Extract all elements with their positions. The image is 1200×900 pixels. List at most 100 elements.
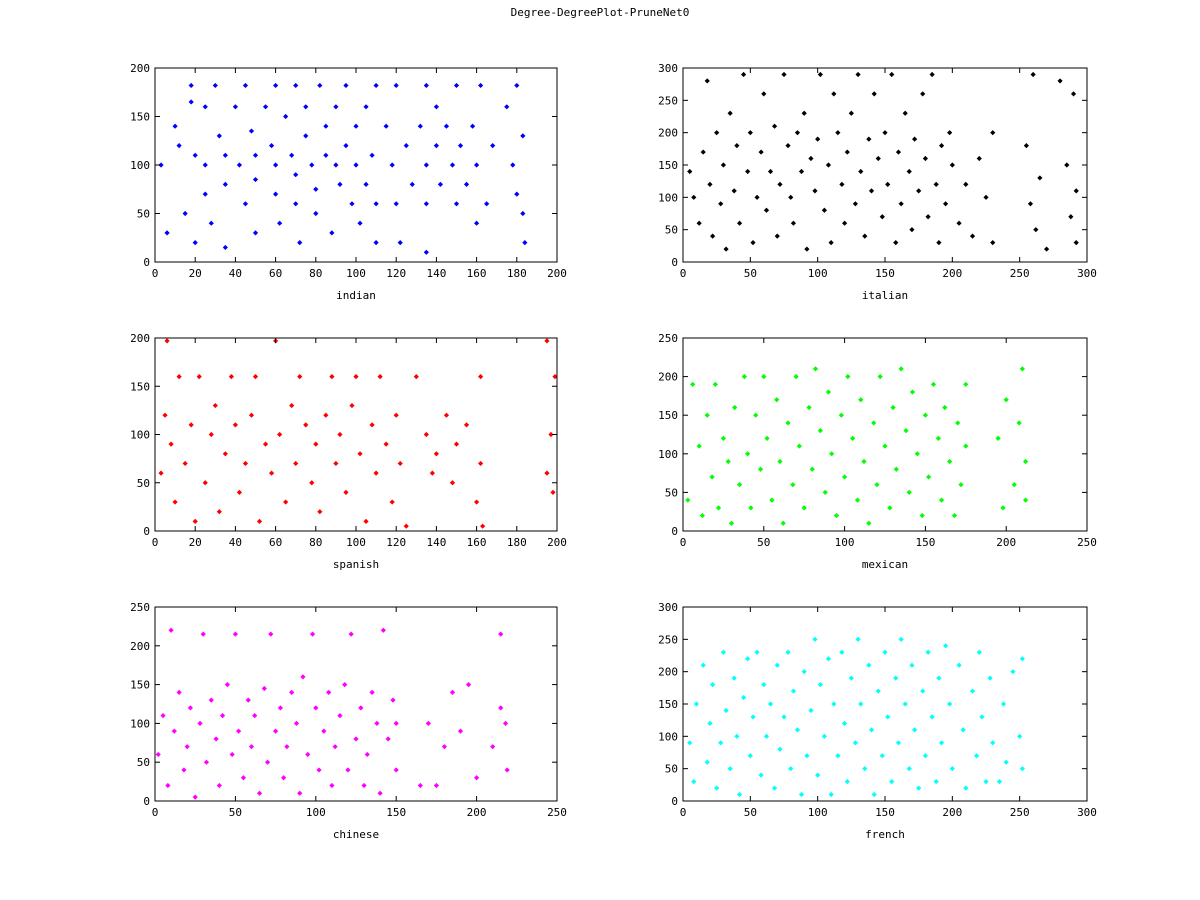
- data-point: [321, 728, 327, 734]
- data-point: [933, 181, 939, 187]
- data-point: [854, 497, 861, 503]
- x-tick-label: 120: [386, 267, 406, 280]
- data-point: [373, 240, 379, 246]
- data-point: [337, 181, 343, 187]
- data-point: [938, 740, 945, 746]
- data-point: [893, 675, 899, 681]
- x-tick-label: 200: [942, 806, 962, 819]
- x-tick-label: 200: [996, 536, 1016, 549]
- data-point: [377, 790, 383, 796]
- data-point: [256, 790, 263, 796]
- data-point: [463, 422, 470, 428]
- y-tick-label: 0: [143, 256, 150, 269]
- x-tick-label: 50: [744, 267, 757, 280]
- data-point: [825, 656, 832, 662]
- data-point: [852, 740, 858, 746]
- data-point: [242, 460, 249, 467]
- data-point: [794, 130, 801, 136]
- data-point: [720, 162, 726, 168]
- x-tick-label: 150: [386, 806, 406, 819]
- data-point: [453, 82, 460, 89]
- data-point: [423, 162, 429, 168]
- data-point: [761, 91, 767, 97]
- data-point: [771, 123, 778, 129]
- data-point: [413, 374, 419, 380]
- data-point: [463, 181, 470, 187]
- y-tick-label: 0: [671, 795, 678, 808]
- data-point: [160, 713, 166, 719]
- y-tick-label: 100: [658, 448, 678, 461]
- data-point: [393, 82, 399, 89]
- x-tick-label: 200: [547, 536, 567, 549]
- data-point: [309, 162, 315, 168]
- x-tick-label: 40: [229, 536, 242, 549]
- data-point: [808, 155, 814, 162]
- data-point: [433, 451, 439, 457]
- x-axis-label: indian: [336, 289, 376, 302]
- data-point: [831, 701, 837, 707]
- data-point: [949, 766, 955, 772]
- data-point: [252, 176, 259, 183]
- data-point: [303, 104, 309, 110]
- data-point: [893, 240, 899, 246]
- data-point: [732, 404, 738, 411]
- data-point: [224, 682, 230, 688]
- data-point: [353, 123, 359, 129]
- data-point: [423, 431, 429, 438]
- data-point: [171, 728, 177, 734]
- data-point: [262, 104, 269, 110]
- data-point: [736, 791, 743, 798]
- y-tick-label: 50: [665, 763, 678, 776]
- data-point: [938, 143, 945, 149]
- data-point: [747, 753, 753, 759]
- data-point: [208, 431, 214, 438]
- data-point: [222, 244, 228, 251]
- data-point: [317, 509, 323, 515]
- data-point: [736, 220, 743, 226]
- data-point: [200, 631, 206, 637]
- data-point: [801, 669, 807, 675]
- data-point: [909, 389, 916, 395]
- data-point: [544, 338, 550, 344]
- data-point: [855, 71, 861, 78]
- plot-frame: [154, 606, 558, 802]
- data-point: [490, 744, 496, 750]
- data-point: [333, 104, 339, 110]
- y-tick-label: 50: [665, 486, 678, 499]
- data-point: [443, 412, 450, 418]
- data-point: [457, 728, 464, 734]
- data-point: [1073, 240, 1079, 246]
- data-point: [973, 753, 980, 759]
- x-tick-label: 0: [680, 536, 687, 549]
- data-point: [828, 240, 834, 246]
- data-point: [745, 451, 751, 457]
- data-point: [222, 181, 228, 187]
- subplot-indian: 0 20 40 60 80 100 120 140 160 180 200 0 50 100 150 200 i…: [130, 62, 567, 302]
- data-point: [425, 720, 431, 726]
- data-point: [389, 162, 395, 168]
- data-point: [248, 128, 255, 134]
- data-point: [933, 779, 939, 785]
- data-point: [552, 374, 558, 380]
- y-tick-label: 150: [130, 380, 150, 393]
- data-point: [433, 104, 439, 110]
- data-point: [417, 782, 423, 789]
- data-point: [1019, 366, 1025, 372]
- data-point: [176, 689, 182, 695]
- data-point: [158, 162, 164, 168]
- data-point: [1044, 246, 1050, 252]
- data-point: [165, 782, 171, 789]
- data-point: [329, 374, 335, 380]
- data-point: [504, 104, 510, 110]
- data-point: [871, 791, 877, 798]
- data-point: [691, 779, 697, 785]
- data-point: [232, 631, 238, 637]
- data-point: [745, 168, 751, 175]
- x-tick-label: 180: [507, 267, 527, 280]
- data-point: [478, 82, 484, 89]
- data-point: [817, 71, 823, 78]
- data-point: [273, 82, 279, 89]
- data-point: [242, 82, 249, 89]
- data-point: [925, 649, 931, 655]
- data-point: [750, 240, 756, 246]
